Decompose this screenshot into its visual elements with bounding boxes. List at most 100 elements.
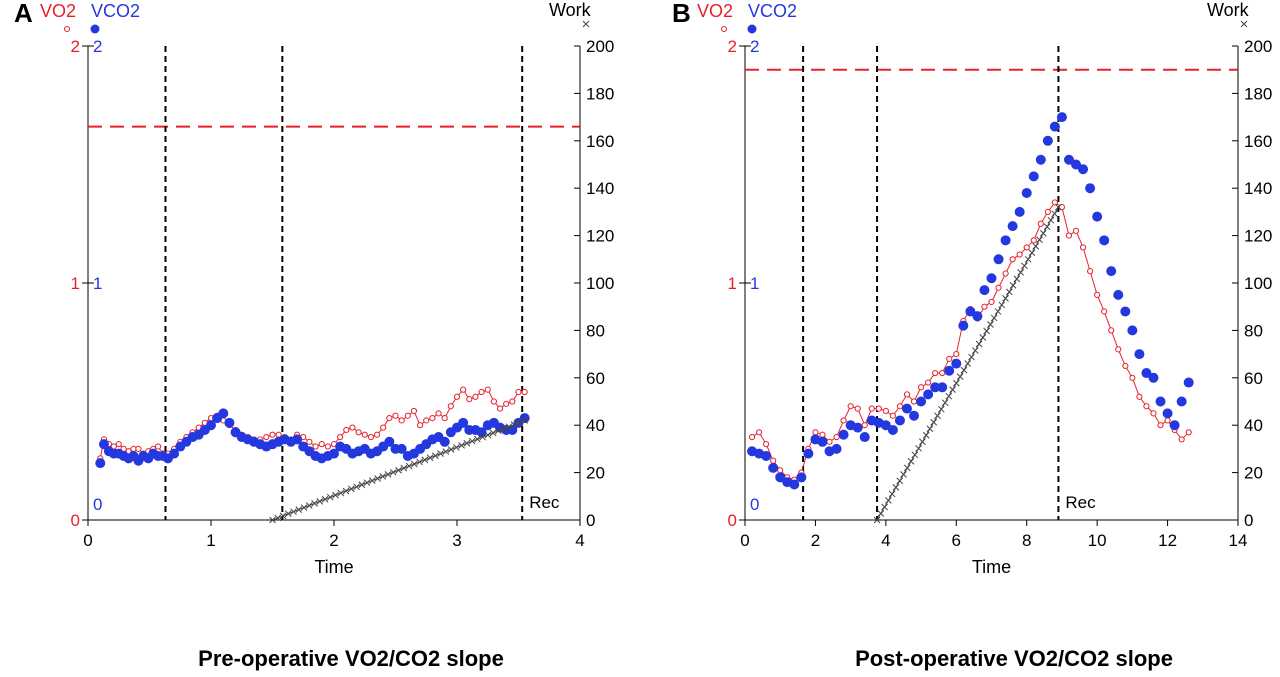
vco2-point — [206, 420, 216, 431]
vco2-point — [944, 365, 955, 376]
work-tick-label: 140 — [586, 179, 614, 198]
vo2-point — [882, 407, 889, 415]
x-tick-label: 14 — [1229, 531, 1248, 550]
vco2-point — [775, 472, 786, 483]
vo2-point — [755, 429, 763, 436]
vo2-point — [380, 424, 387, 431]
vco2-point — [1028, 171, 1039, 182]
vco2-point — [951, 358, 962, 369]
vco2-point — [224, 417, 235, 428]
work-point — [474, 435, 481, 443]
vco2-point — [1014, 206, 1025, 217]
work-point — [937, 405, 945, 413]
vo2-point — [840, 417, 847, 424]
vco2-point — [880, 420, 891, 431]
work-point — [968, 353, 975, 361]
work-point — [421, 456, 429, 464]
vco2-point — [930, 382, 941, 393]
work-tick-label: 120 — [1244, 227, 1272, 246]
vo2-point — [953, 351, 960, 358]
x-tick-label: 4 — [881, 531, 890, 550]
vo2-point — [812, 429, 819, 436]
vo2-point — [460, 386, 467, 393]
work-point — [521, 417, 529, 424]
vo2-point — [925, 379, 932, 386]
vco2-tick-label: 0 — [750, 495, 759, 514]
work-point — [911, 451, 919, 459]
vco2-point — [1106, 266, 1117, 277]
vco2-point — [901, 403, 912, 414]
annotation-rec: Rec — [529, 493, 560, 512]
vco2-point — [1092, 211, 1103, 222]
vo2-point — [1101, 308, 1108, 315]
vco2-point — [1169, 420, 1180, 431]
vco2-point — [831, 443, 842, 454]
vco2-point — [1007, 221, 1018, 232]
vco2-point — [817, 436, 828, 447]
vo2-point — [1072, 227, 1080, 234]
vco2-point — [396, 443, 407, 454]
work-point — [960, 366, 968, 374]
work-point — [458, 441, 465, 449]
work-point — [368, 477, 376, 484]
work-point — [873, 516, 881, 524]
vco2-point — [1127, 325, 1138, 336]
work-point — [941, 399, 949, 407]
legend-work-label: Work — [1207, 0, 1250, 20]
vo2-point — [423, 417, 430, 424]
vo2-point — [1122, 362, 1129, 370]
work-point — [416, 458, 423, 466]
work-tick-label: 60 — [586, 369, 605, 388]
vo2-point — [1115, 346, 1122, 353]
vco2-point — [98, 439, 109, 450]
vo2-point — [875, 405, 882, 412]
vo2-point — [1164, 417, 1171, 424]
work-point — [1039, 229, 1047, 237]
vo2-point — [1079, 244, 1087, 251]
work-point — [337, 489, 345, 497]
work-point — [1043, 223, 1051, 231]
vo2-point — [503, 400, 510, 407]
vo2-tick-label: 1 — [71, 274, 80, 293]
vo2-tick-label: 2 — [728, 37, 737, 56]
x-tick-label: 1 — [206, 531, 215, 550]
vo2-point — [417, 422, 424, 429]
work-point — [321, 495, 329, 503]
vco2-point — [292, 434, 303, 445]
vo2-point — [472, 393, 479, 400]
vo2-tick-label: 2 — [71, 37, 80, 56]
work-tick-label: 40 — [586, 416, 605, 435]
work-point — [316, 497, 324, 505]
vo2-point — [135, 445, 142, 452]
work-point — [1051, 210, 1058, 218]
vo2-point — [854, 405, 861, 412]
vo2-point — [939, 369, 946, 377]
x-axis-label: Time — [972, 557, 1011, 577]
vo2-point — [833, 433, 840, 441]
work-point — [888, 490, 896, 498]
vco2-point — [519, 413, 530, 424]
caption-panel-b: Post-operative VO2/CO2 slope — [855, 646, 1173, 671]
work-tick-label: 100 — [586, 274, 614, 293]
work-point — [311, 500, 318, 507]
vo2-point — [1002, 270, 1009, 277]
vo2-point — [155, 443, 162, 450]
vo2-point — [946, 355, 953, 362]
vco2-point — [916, 396, 927, 407]
vo2-point — [861, 422, 868, 429]
vo2-point — [275, 431, 282, 438]
vco2-tick-label: 2 — [750, 37, 759, 56]
vo2-point — [1037, 220, 1044, 227]
work-point — [1002, 295, 1009, 302]
work-point — [903, 464, 911, 472]
work-point — [926, 425, 934, 433]
vco2-point — [937, 382, 948, 393]
legend-vco2-marker — [90, 24, 100, 34]
work-point — [290, 508, 297, 516]
work-point — [426, 454, 434, 462]
work-point — [442, 448, 450, 455]
work-point — [342, 487, 350, 495]
work-tick-label: 0 — [1244, 511, 1253, 530]
legend-vo2-label: VO2 — [697, 1, 733, 21]
